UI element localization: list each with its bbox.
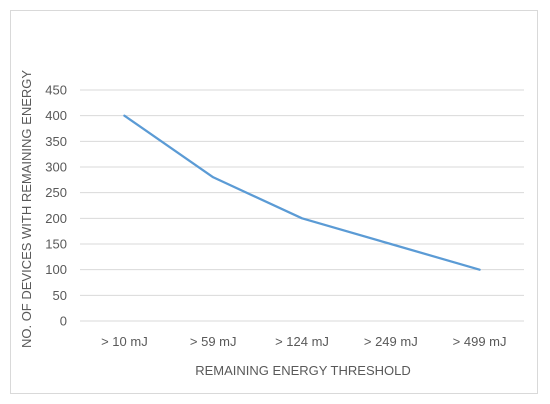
series-line-0 xyxy=(123,114,481,271)
gridlines xyxy=(80,89,524,322)
series-layer xyxy=(123,114,481,271)
x-tick-label: > 499 mJ xyxy=(453,334,507,349)
chart-frame xyxy=(10,10,538,394)
y-tick-label: 100 xyxy=(45,262,67,277)
y-tick-label: 450 xyxy=(45,83,67,98)
y-tick-label: 300 xyxy=(45,160,67,175)
y-tick-label: 400 xyxy=(45,108,67,123)
y-tick-label: 0 xyxy=(60,314,67,329)
y-tick-label: 350 xyxy=(45,134,67,149)
y-tick-label: 200 xyxy=(45,211,67,226)
y-axis-title: NO. OF DEVICES WITH REMAINING ENERGY xyxy=(19,70,34,348)
y-tick-label: 250 xyxy=(45,185,67,200)
y-axis-ticks: 0 50 100 150 200 250 300 350 400 450 xyxy=(45,83,67,329)
x-tick-label: > 59 mJ xyxy=(190,334,237,349)
y-tick-label: 50 xyxy=(53,288,67,303)
x-axis-title: REMAINING ENERGY THRESHOLD xyxy=(195,363,411,378)
x-axis-ticks: > 10 mJ > 59 mJ > 124 mJ > 249 mJ > 499 mJ xyxy=(101,334,506,349)
x-tick-label: > 124 mJ xyxy=(275,334,329,349)
x-tick-label: > 249 mJ xyxy=(364,334,418,349)
y-tick-label: 150 xyxy=(45,237,67,252)
x-tick-label: > 10 mJ xyxy=(101,334,148,349)
